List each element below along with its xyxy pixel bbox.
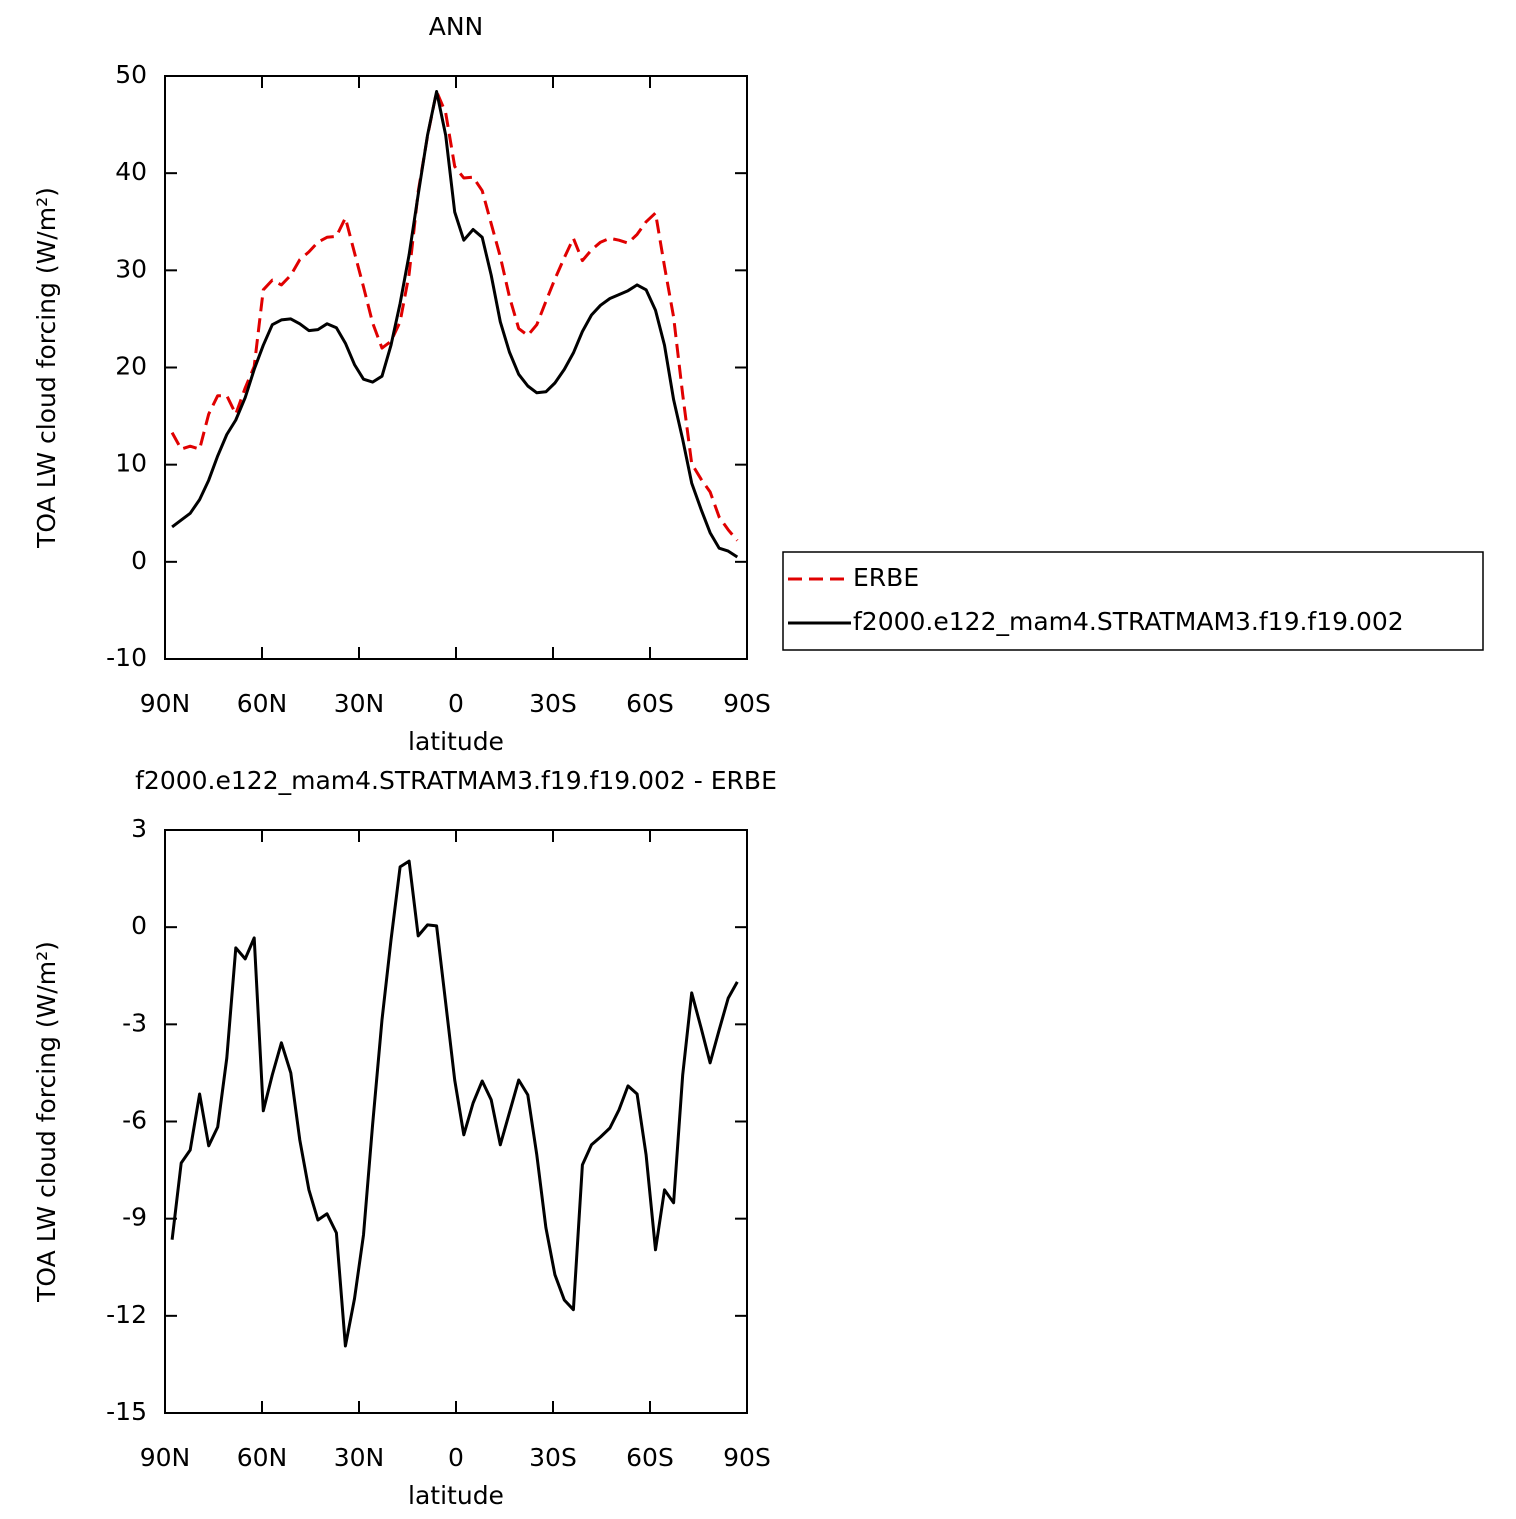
x-tick-label: 90N (140, 1443, 191, 1472)
y-tick-label: 3 (131, 814, 147, 843)
y-tick-label: -9 (122, 1203, 147, 1232)
x-tick-label: 90S (723, 689, 771, 718)
y-tick-label: -6 (122, 1106, 147, 1135)
data-line (170, 859, 739, 1348)
y-tick-label: 0 (131, 546, 147, 575)
data-line (170, 90, 739, 542)
x-axis-label: latitude (408, 1481, 504, 1510)
legend-label: ERBE (853, 563, 919, 592)
data-line (171, 90, 739, 559)
plot-frame (164, 829, 748, 1414)
y-tick-label: 30 (115, 254, 147, 283)
chart-title: f2000.e122_mam4.STRATMAM3.f19.f19.002 - … (135, 766, 777, 795)
x-tick-label: 30N (334, 689, 385, 718)
x-axis-label: latitude (408, 727, 504, 756)
y-tick-label: 0 (131, 911, 147, 940)
x-tick-label: 90N (140, 689, 191, 718)
x-tick-label: 60N (237, 1443, 288, 1472)
y-tick-label: 20 (115, 352, 147, 381)
y-axis-label: TOA LW cloud forcing (W/m²) (32, 187, 61, 549)
x-tick-label: 30S (529, 1443, 577, 1472)
x-tick-label: 60S (626, 689, 674, 718)
y-tick-label: -3 (122, 1008, 147, 1037)
x-tick-label: 90S (723, 1443, 771, 1472)
legend-box (782, 551, 1484, 651)
y-tick-label: -15 (106, 1397, 147, 1426)
y-tick-label: -10 (106, 643, 147, 672)
y-tick-label: 50 (115, 60, 147, 89)
chart-title: ANN (429, 12, 484, 41)
x-tick-label: 60N (237, 689, 288, 718)
x-tick-label: 0 (448, 1443, 464, 1472)
x-tick-label: 30S (529, 689, 577, 718)
y-tick-label: -12 (106, 1300, 147, 1329)
x-tick-label: 60S (626, 1443, 674, 1472)
y-tick-label: 10 (115, 449, 147, 478)
legend-label: f2000.e122_mam4.STRATMAM3.f19.f19.002 (853, 607, 1404, 636)
x-tick-label: 0 (448, 689, 464, 718)
y-tick-label: 40 (115, 157, 147, 186)
y-axis-label: TOA LW cloud forcing (W/m²) (32, 941, 61, 1303)
x-tick-label: 30N (334, 1443, 385, 1472)
